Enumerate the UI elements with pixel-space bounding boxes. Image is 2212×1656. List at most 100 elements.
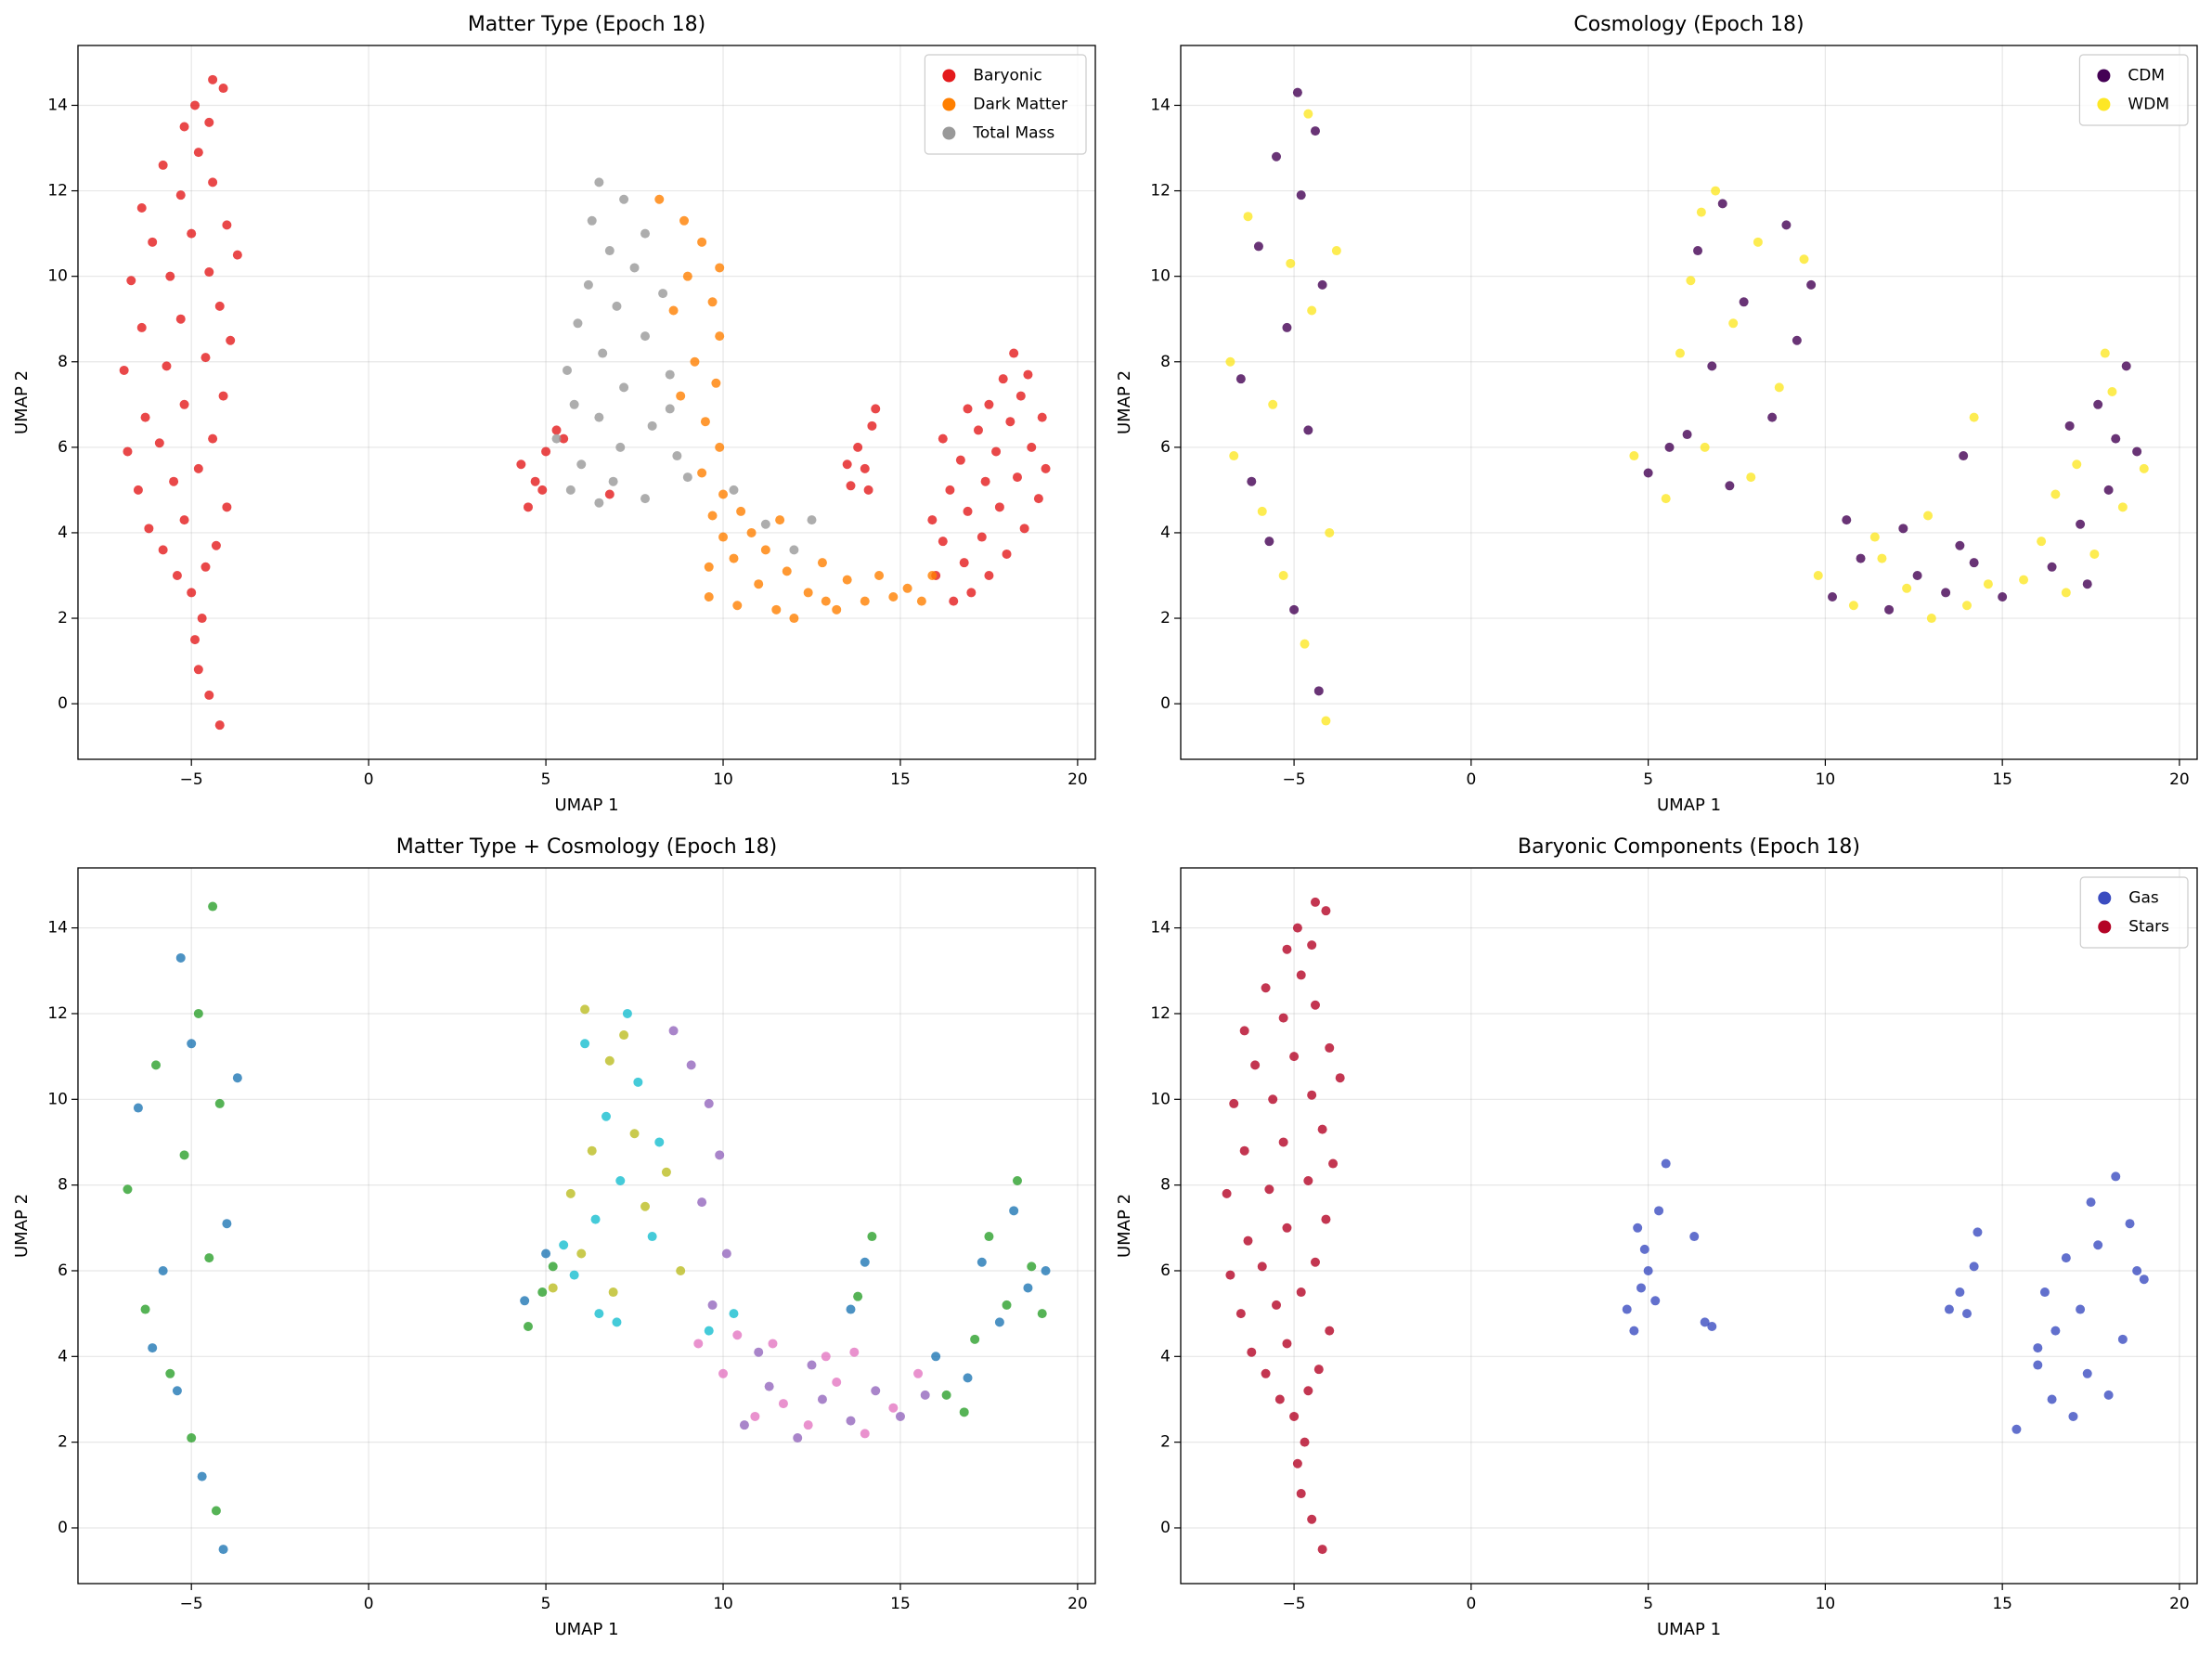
point [1292,87,1302,97]
legend-label: Baryonic [973,67,1041,85]
point [1325,1326,1335,1336]
point [1313,1365,1324,1375]
point [718,532,729,542]
point [576,1248,587,1259]
point [640,494,651,504]
point [1328,1158,1339,1169]
point [789,545,799,555]
point [587,215,597,226]
point [193,665,203,675]
point [2132,1265,2142,1275]
point [1257,506,1267,516]
point [654,1137,665,1147]
point [676,1265,686,1275]
point [973,425,983,435]
point [619,382,629,393]
point [1707,361,1717,371]
point [1023,1283,1033,1293]
point [1041,463,1051,473]
point [622,1008,632,1018]
point [1307,1514,1317,1524]
point [1037,412,1047,422]
point [594,498,604,508]
point [158,160,168,170]
point [874,570,885,580]
point [1636,1283,1646,1293]
legend-label: Dark Matter [973,96,1067,114]
axes-frame [1180,867,2198,1585]
point [902,583,912,593]
point [966,588,977,598]
x-tick-label: −5 [180,1595,203,1613]
point [179,515,189,525]
point [1303,425,1313,435]
point [1253,241,1263,252]
point [569,399,579,409]
point [2050,1326,2061,1336]
point [541,1248,551,1259]
point [2082,1368,2092,1378]
point [945,485,955,495]
subplot: Matter Type + Cosmology (Epoch 18) −5 0 5 10… [12,835,1096,1639]
point [1310,897,1320,907]
point [2033,1343,2043,1353]
point [1009,348,1019,358]
legend-label: Total Mass [972,124,1054,143]
point [193,1008,203,1018]
point [682,472,692,483]
point [154,438,164,448]
point [541,446,551,457]
point [793,1433,803,1443]
axes-frame [77,867,1096,1585]
point [1225,1270,1235,1280]
point [2139,463,2149,473]
x-tick-label: 15 [890,770,911,789]
y-tick-label: 10 [47,1090,68,1108]
point [1012,1176,1022,1186]
point [817,1394,827,1404]
legend: Baryonic Dark Matter Total Mass [924,54,1087,155]
point [175,952,186,963]
subplot-title: Matter Type (Epoch 18) [468,13,705,36]
point [1300,639,1310,649]
point [754,1347,764,1357]
point [179,1150,189,1160]
point [941,1390,951,1400]
point [746,527,757,537]
point [938,537,948,547]
point [1912,570,1922,580]
point [232,1073,242,1083]
point [2061,1253,2071,1263]
x-axis-label: UMAP 1 [1657,796,1721,815]
point [1005,417,1015,427]
y-tick-label: 14 [47,919,68,938]
point [520,1296,530,1306]
point [860,596,870,606]
point [1292,923,1302,933]
point [1002,549,1012,559]
point [1310,1257,1320,1267]
x-tick-label: 15 [1992,770,2012,789]
y-axis-label: UMAP 2 [1115,370,1134,434]
point [704,1326,714,1336]
point [211,540,221,550]
point [729,485,739,495]
point [1962,1309,1973,1319]
point [629,263,640,273]
point [715,442,725,452]
point [1289,604,1300,615]
point [1307,940,1317,951]
point [594,412,604,422]
point [1261,1368,1271,1378]
point [1225,356,1235,367]
point [959,558,969,568]
x-tick-label: 20 [2169,770,2190,789]
point [1272,151,1282,162]
x-tick-label: 0 [364,770,374,789]
point [1303,109,1313,119]
point [2103,485,2114,495]
point [1296,1287,1306,1298]
point [977,1257,987,1267]
point [665,369,675,380]
point [612,1317,622,1327]
